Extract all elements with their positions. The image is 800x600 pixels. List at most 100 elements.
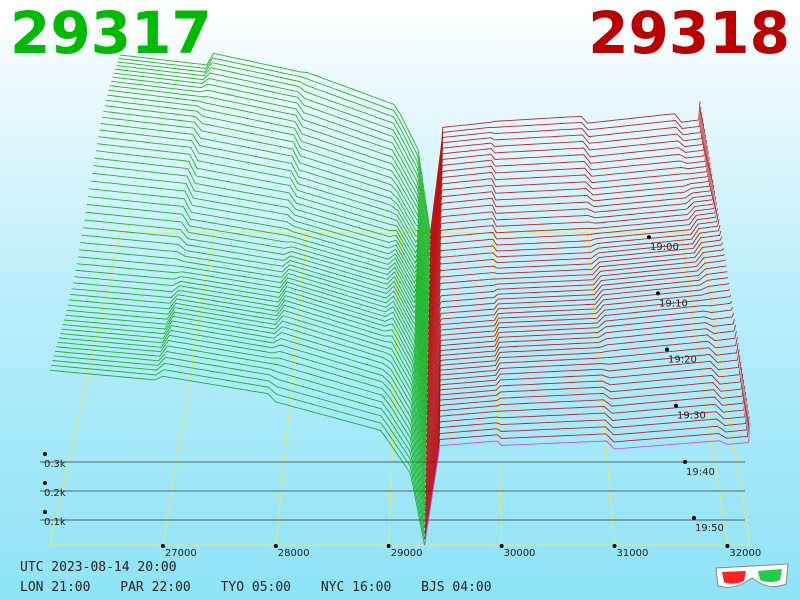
bid-depth-curve	[116, 65, 431, 251]
ask-depth-curve	[427, 236, 723, 370]
ask-depth-curve	[429, 134, 706, 268]
bid-depth-curve	[84, 219, 428, 392]
bid-depth-curve	[103, 110, 430, 307]
zone-par: PAR 22:00	[120, 580, 191, 595]
ask-depth-curve	[427, 225, 721, 358]
ask-depth-curve	[426, 295, 732, 426]
ask-depth-curve	[427, 207, 718, 341]
ask-price: 29318	[588, 0, 790, 67]
price-tick-label: 30000	[504, 548, 536, 559]
bid-depth-curve	[102, 116, 430, 313]
zone-bjs: BJS 04:00	[421, 580, 492, 595]
bid-depth-curve	[83, 227, 428, 398]
bid-depth-curve	[69, 298, 427, 460]
grid-line-price	[162, 232, 215, 546]
bid-depth-curve	[119, 52, 431, 234]
floor-outline	[49, 232, 751, 546]
ask-depth-curve	[428, 156, 710, 290]
ask-depth-curve	[429, 145, 708, 279]
depth-tick-dot	[43, 481, 47, 485]
bid-depth-curve	[114, 68, 431, 256]
bid-depth-curve	[76, 263, 428, 426]
bid-depth-curve	[61, 325, 426, 494]
time-tick-dot	[692, 516, 696, 521]
bid-depth-curve	[98, 136, 429, 330]
ask-depth-curve	[428, 179, 714, 313]
ask-depth-curve	[429, 101, 701, 234]
price-tick-dot	[725, 544, 730, 548]
ask-depth-curve	[424, 391, 746, 517]
ask-depth-curve	[428, 190, 715, 324]
time-tick-dot	[665, 347, 669, 352]
bid-depth-curve	[63, 315, 427, 483]
bid-depth-curve	[66, 307, 427, 472]
zone-lon: LON 21:00	[20, 580, 91, 595]
timezone-clocks: LON 21:00 PAR 22:00 TYO 05:00 NYC 16:00 …	[20, 580, 514, 595]
bid-depth-curve	[65, 311, 427, 477]
bid-depth-curve	[95, 150, 429, 341]
bid-depth-curve	[55, 350, 426, 523]
bid-depth-curve	[89, 188, 429, 370]
depth-tick-label: 0.1k	[44, 517, 66, 528]
bid-depth-curve	[67, 302, 427, 466]
ask-depth-curve	[425, 319, 735, 449]
bid-depth-curve	[88, 196, 429, 375]
ask-depth-curve	[428, 151, 709, 285]
bid-depth-curve	[112, 76, 431, 268]
utc-timestamp: UTC 2023-08-14 20:00	[20, 560, 177, 575]
time-tick-label: 19:20	[668, 355, 697, 366]
ask-depth-curve	[429, 123, 705, 256]
ask-depth-curve	[425, 367, 743, 494]
price-tick-label: 32000	[729, 548, 761, 559]
bid-depth-curve	[99, 129, 430, 324]
bid-depth-curve	[108, 89, 430, 285]
grid-line-price	[275, 232, 308, 546]
bid-depth-curve	[53, 355, 426, 529]
time-tick-label: 19:50	[695, 523, 724, 534]
ask-depth-curve	[429, 106, 702, 239]
ask-depth-curve	[426, 301, 733, 432]
bid-depth-curve	[58, 334, 426, 506]
bid-depth-curve	[85, 211, 428, 387]
price-tick-label: 31000	[617, 548, 649, 559]
ask-depth-curve	[426, 313, 735, 443]
bid-depth-curve	[105, 99, 430, 296]
bid-depth-curve	[70, 294, 427, 455]
ask-depth-curve	[428, 202, 717, 336]
ask-depth-curve	[425, 373, 744, 500]
bid-depth-curve	[81, 234, 428, 404]
bid-depth-curve	[71, 288, 427, 449]
bid-depth-curve	[100, 123, 430, 319]
3d-glasses-icon[interactable]	[712, 560, 792, 596]
bid-depth-curve	[75, 269, 428, 432]
ask-depth-curve	[427, 230, 722, 364]
bid-depth-curve	[117, 61, 431, 245]
price-tick-dot	[499, 544, 504, 548]
time-tick-label: 19:30	[677, 411, 706, 422]
zone-tyo: TYO 05:00	[220, 580, 292, 595]
grid-line-price	[680, 232, 728, 546]
ask-depth-curve	[429, 128, 705, 262]
ask-depth-curve	[428, 168, 712, 302]
bid-depth-curve	[79, 249, 428, 415]
price-tick-dot	[160, 544, 165, 548]
ask-depth-curve	[424, 416, 750, 540]
price-tick-label: 27000	[165, 548, 197, 559]
time-tick-label: 19:40	[686, 467, 715, 478]
ask-depth-curve	[425, 361, 742, 489]
bid-depth-curve	[104, 105, 430, 302]
ask-depth-curve	[425, 349, 740, 477]
ask-depth-curve	[426, 306, 734, 438]
bid-depth-curve	[77, 256, 428, 421]
price-tick-dot	[612, 544, 617, 548]
ask-depth-curve	[427, 248, 724, 381]
ask-depth-curve	[424, 410, 749, 534]
bid-depth-curve	[74, 276, 427, 438]
depth-tick-label: 0.3k	[44, 459, 66, 470]
time-tick-dot	[674, 403, 678, 408]
bid-depth-curve	[97, 143, 429, 336]
bid-depth-curve	[49, 369, 425, 546]
bid-price: 29317	[10, 0, 212, 67]
bid-depth-curve	[86, 204, 429, 381]
price-tick-dot	[273, 544, 278, 548]
